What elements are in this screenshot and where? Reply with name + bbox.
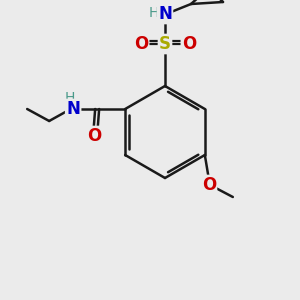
Text: O: O [87,127,101,145]
Text: N: N [158,5,172,23]
Text: H: H [65,91,75,105]
Text: S: S [159,35,171,53]
Text: O: O [202,176,216,194]
Text: O: O [134,35,148,53]
Text: O: O [182,35,196,53]
Text: N: N [66,100,80,118]
Text: H: H [149,6,159,20]
